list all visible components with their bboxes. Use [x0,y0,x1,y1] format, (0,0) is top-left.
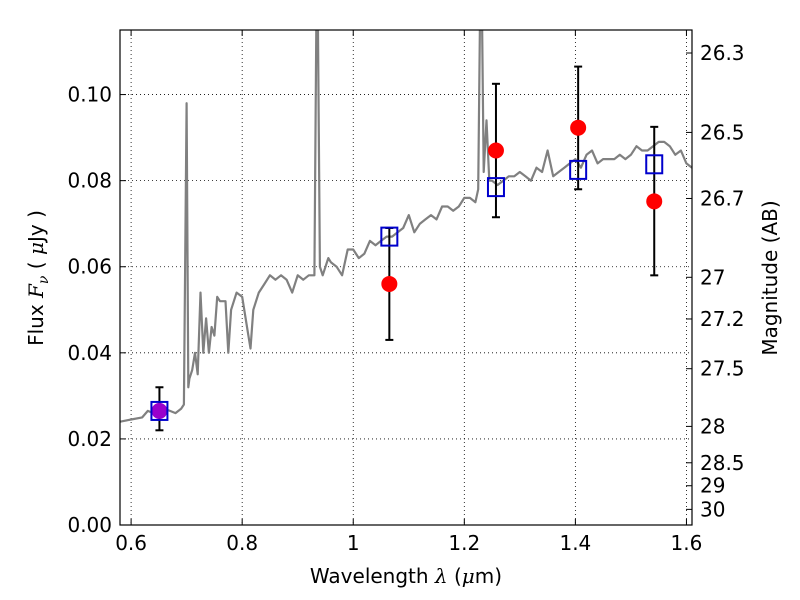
y-tick-label: 0.00 [67,513,112,537]
grid [120,30,692,525]
model-point-marker [569,159,588,180]
y2-tick-label: 29 [700,474,725,498]
y-axis: 0.00 0.02 0.04 0.06 0.08 0.10 [67,83,126,537]
y-axis-title: Flux Fν ( μJy ) [24,210,52,346]
y-tick-label: 0.02 [67,427,112,451]
model-point-marker [380,226,399,247]
x-tick-label: 0.8 [226,531,258,555]
y2-axis-title: Magnitude (AB) [758,200,782,355]
observed-point-marker [646,193,663,210]
x-tick-label: 1.2 [448,531,480,555]
y-tick-label: 0.08 [67,169,112,193]
y2-tick-label: 30 [700,497,725,521]
x-axis-title: Wavelength λ (μm) [310,564,502,588]
y2-tick-label: 26.3 [700,41,745,65]
y-tick-label: 0.10 [67,83,112,107]
x-tick-label: 1.4 [559,531,591,555]
model-point-marker [486,177,505,198]
observed-point-marker [381,275,398,292]
model-point-marker [645,154,664,175]
y-tick-label: 0.06 [67,255,112,279]
y2-tick-label: 26.7 [700,186,745,210]
x-axis: 0.6 0.8 1 1.2 1.4 1.6 [115,30,702,555]
optical-point-marker [151,402,168,419]
model-point-marker [150,400,169,421]
y2-tick-label: 27 [700,265,725,289]
x-tick-label: 1 [347,531,360,555]
x-tick-label: 0.6 [115,531,147,555]
y2-tick-label: 27.5 [700,357,745,381]
y-tick-label: 0.04 [67,341,112,365]
observed-point-marker [487,142,504,159]
y2-tick-label: 27.2 [700,307,745,331]
x-tick-label: 1.6 [671,531,703,555]
y2-tick-label: 28.5 [700,451,745,475]
plot-background [120,30,692,525]
y2-tick-label: 28 [700,414,725,438]
y2-tick-label: 26.5 [700,120,745,144]
observed-point-marker [570,119,587,136]
markers [150,119,664,421]
